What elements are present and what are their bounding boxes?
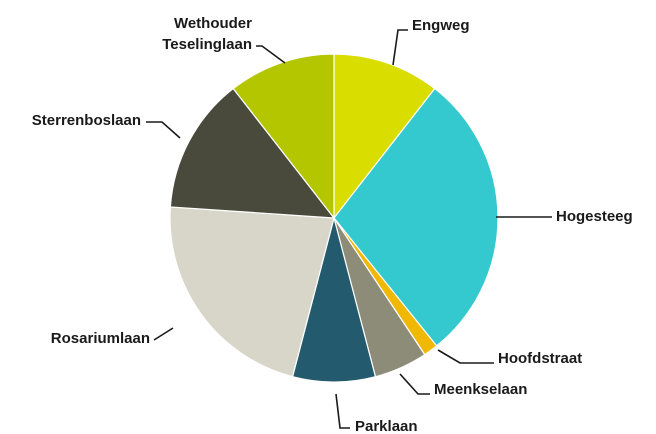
leader-line-parklaan bbox=[335, 393, 350, 429]
slice-label-engweg: Engweg bbox=[412, 17, 470, 34]
pie-slices bbox=[169, 53, 499, 383]
leader-line-sterrenboslaan bbox=[146, 121, 181, 139]
leader-line-hoofdstraat bbox=[437, 349, 494, 364]
slice-label-sterrenboslaan: Sterrenboslaan bbox=[32, 112, 141, 129]
slice-label-wethouder-teselinglaan: Wethouder Teselinglaan bbox=[162, 15, 252, 53]
pie-slice-sterrenboslaan bbox=[169, 87, 336, 219]
pie-slice-wethouder-teselinglaan bbox=[232, 53, 335, 220]
pie-slice-engweg bbox=[333, 53, 436, 220]
slice-label-parklaan: Parklaan bbox=[355, 418, 418, 434]
pie-labels: Engweg Hogesteeg Hoofdstraat Meenkselaan Par… bbox=[32, 15, 633, 434]
pie-slice-rosariumlaan bbox=[169, 206, 335, 378]
slice-label-hoofdstraat: Hoofdstraat bbox=[498, 350, 582, 367]
leader-line-wethouder-teselinglaan bbox=[256, 45, 286, 64]
leader-line-engweg bbox=[392, 29, 408, 66]
slice-label-rosariumlaan: Rosariumlaan bbox=[51, 330, 150, 347]
slice-label-meenkselaan: Meenkselaan bbox=[434, 381, 527, 398]
leader-line-meenkselaan bbox=[399, 373, 430, 395]
leader-line-rosariumlaan bbox=[153, 327, 174, 341]
slice-label-hogesteeg: Hogesteeg bbox=[556, 208, 633, 225]
